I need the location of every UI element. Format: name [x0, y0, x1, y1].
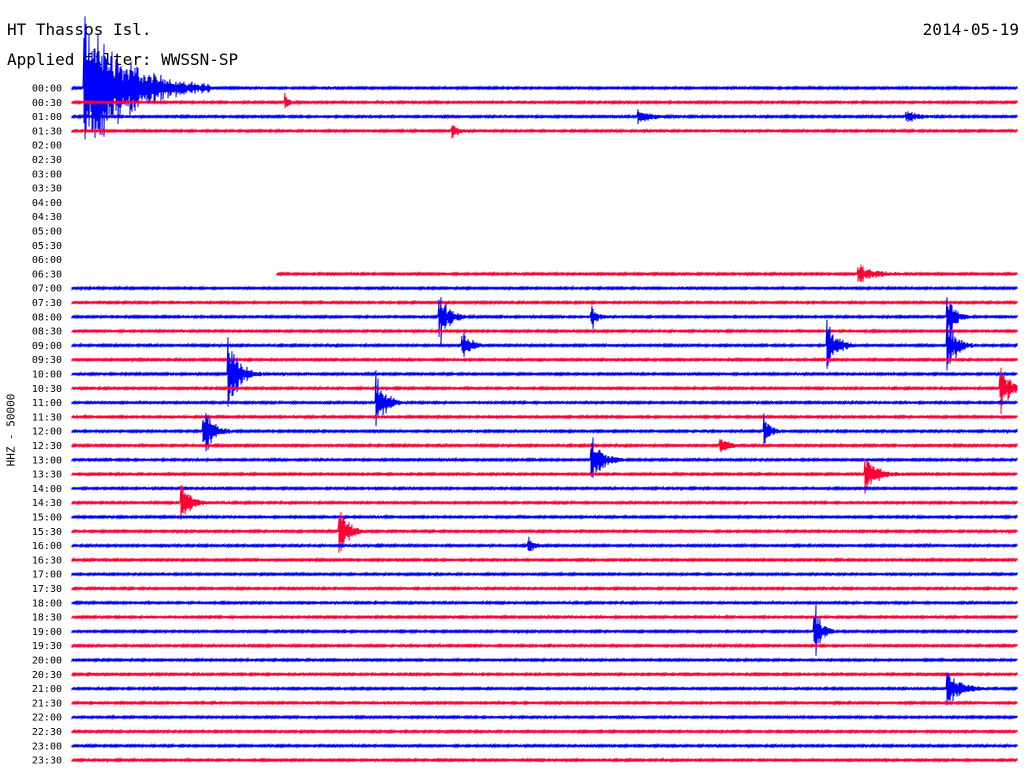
trace-row — [71, 656, 1018, 664]
tick-label: 12:00 — [32, 427, 62, 438]
trace-row — [71, 367, 1018, 415]
trace-layer — [71, 16, 1018, 764]
tick-label: 20:00 — [32, 656, 62, 667]
tick-label: 10:00 — [32, 370, 62, 381]
trace-row — [71, 459, 1018, 494]
tick-label: 02:00 — [32, 141, 62, 152]
trace-row — [71, 327, 1018, 335]
tick-label: 16:30 — [32, 555, 62, 566]
tick-label: 22:30 — [32, 727, 62, 738]
tick-label: 06:00 — [32, 255, 62, 266]
trace-row — [71, 125, 1018, 139]
tick-label: 08:30 — [32, 327, 62, 338]
tick-label: 10:30 — [32, 384, 62, 395]
tick-label: 07:30 — [32, 298, 62, 309]
tick-label: 19:30 — [32, 641, 62, 652]
tick-label: 15:30 — [32, 527, 62, 538]
trace-row — [71, 613, 1018, 621]
tick-label: 03:30 — [32, 184, 62, 195]
trace-row — [71, 671, 1018, 678]
tick-label: 04:00 — [32, 198, 62, 209]
tick-label: 13:00 — [32, 455, 62, 466]
tick-label: 09:00 — [32, 341, 62, 352]
tick-label: 11:30 — [32, 412, 62, 423]
trace-row — [71, 485, 1018, 520]
trace-row — [71, 714, 1018, 721]
tick-label: 01:00 — [32, 112, 62, 123]
trace-row — [71, 92, 1018, 109]
trace-row — [71, 356, 1018, 363]
trace-row — [71, 556, 1018, 564]
tick-label: 15:00 — [32, 513, 62, 524]
trace-row — [71, 437, 1018, 478]
trace-row — [71, 599, 1018, 606]
tick-label: 14:30 — [32, 498, 62, 509]
tick-label: 01:30 — [32, 126, 62, 137]
trace-row — [71, 337, 1018, 407]
tick-label: 22:00 — [32, 713, 62, 724]
trace-row — [71, 299, 1018, 306]
tick-label: 23:30 — [32, 756, 62, 767]
tick-label-layer: 00:00 00:30 01:00 01:30 02:00 02:30 03:00 03:30… — [32, 84, 62, 767]
tick-label: 21:30 — [32, 698, 62, 709]
trace-row — [71, 699, 1018, 707]
tick-label: 06:30 — [32, 269, 62, 280]
trace-row — [71, 413, 1018, 452]
tick-label: 03:00 — [32, 169, 62, 180]
tick-label: 14:00 — [32, 484, 62, 495]
trace-row — [71, 370, 1018, 427]
filter-label: Applied filter: WWSSN-SP — [7, 50, 239, 69]
trace-row — [71, 742, 1018, 749]
tick-label: 04:30 — [32, 212, 62, 223]
tick-label: 23:00 — [32, 741, 62, 752]
tick-label: 19:00 — [32, 627, 62, 638]
tick-label: 20:30 — [32, 670, 62, 681]
tick-label: 16:00 — [32, 541, 62, 552]
tick-label: 17:00 — [32, 570, 62, 581]
trace-row — [71, 513, 1018, 521]
tick-label: 00:30 — [32, 98, 62, 109]
trace-row — [71, 756, 1018, 764]
station-title: HT Thassos Isl. — [7, 20, 152, 39]
trace-row — [71, 511, 1018, 553]
trace-row — [71, 642, 1018, 649]
date-label: 2014-05-19 — [922, 20, 1019, 39]
trace-row — [71, 728, 1018, 735]
tick-label: 09:30 — [32, 355, 62, 366]
trace-row — [71, 585, 1018, 592]
trace-row — [71, 485, 1018, 492]
trace-row — [71, 16, 1018, 140]
trace-row — [71, 571, 1018, 578]
trace-row — [71, 297, 1018, 346]
trace-row — [71, 413, 1018, 420]
tick-label: 12:30 — [32, 441, 62, 452]
tick-label: 11:00 — [32, 398, 62, 409]
trace-row — [71, 438, 1018, 453]
trace-row — [71, 317, 1018, 371]
tick-label: 05:30 — [32, 241, 62, 252]
tick-label: 17:30 — [32, 584, 62, 595]
trace-row — [71, 603, 1018, 656]
trace-row — [71, 673, 1018, 706]
tick-label: 00:00 — [32, 84, 62, 95]
tick-label: 18:00 — [32, 598, 62, 609]
tick-label: 13:30 — [32, 470, 62, 481]
trace-row — [71, 109, 1018, 125]
tick-label: 18:30 — [32, 613, 62, 624]
trace-row — [71, 536, 1018, 552]
tick-label: 08:00 — [32, 312, 62, 323]
tick-label: 07:00 — [32, 284, 62, 295]
trace-row — [276, 264, 1018, 283]
tick-label: 05:00 — [32, 227, 62, 238]
tick-label: 02:30 — [32, 155, 62, 166]
trace-row — [71, 285, 1018, 292]
tick-label: 21:00 — [32, 684, 62, 695]
